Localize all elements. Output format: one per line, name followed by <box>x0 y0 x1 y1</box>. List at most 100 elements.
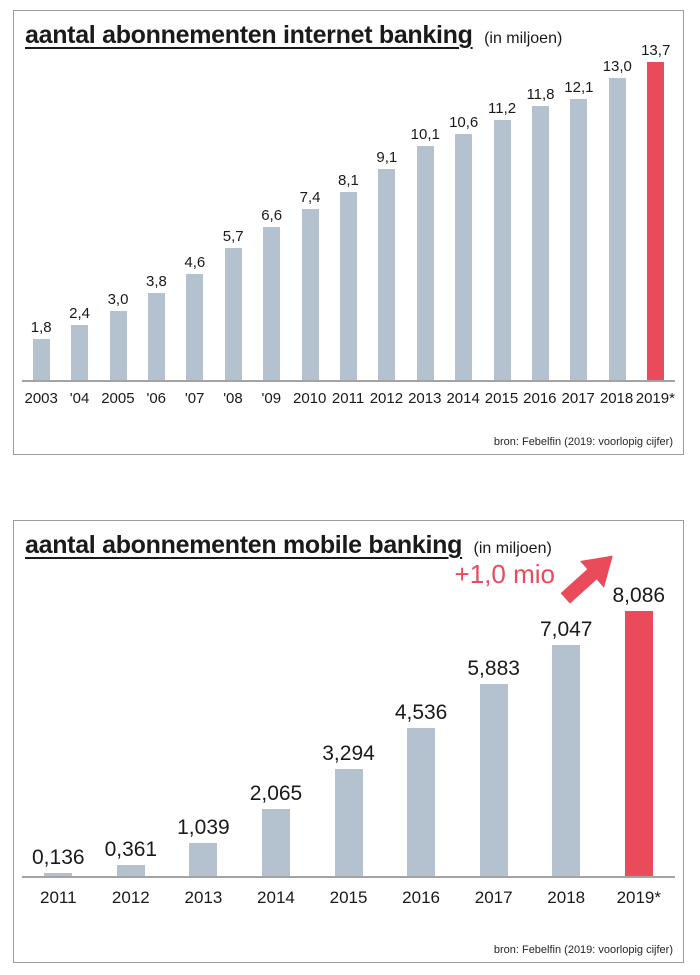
bar-value-label: 11,2 <box>488 100 517 117</box>
bar <box>44 873 73 877</box>
x-axis-label: 2017 <box>474 888 513 907</box>
bar-value-label: 8,086 <box>612 584 666 607</box>
bar <box>147 293 165 381</box>
chart-title-note: (in miljoen) <box>473 540 552 557</box>
internet-banking-bars: 1,8 2,4 3,0 3,8 4,6 5,7 6,6 7,4 8,1 9,1 10,1 10,6 11… <box>22 41 675 381</box>
bar-column: 1,039 <box>167 581 240 877</box>
bar <box>608 78 626 381</box>
bar-value-label: 12,1 <box>564 79 594 96</box>
bar <box>116 865 145 877</box>
bar <box>263 227 281 381</box>
bar-value-label: 9,1 <box>376 149 398 166</box>
bar-value-label: 5,7 <box>222 228 244 245</box>
mobile-banking-chart-panel: aantal abonnementen mobile banking (in m… <box>13 520 684 963</box>
bar <box>455 134 473 381</box>
chart-title-row: aantal abonnementen mobile banking (in m… <box>25 531 552 560</box>
x-axis-label: 2018 <box>547 888 586 907</box>
x-axis-line <box>22 876 675 878</box>
x-axis-label: 2003 <box>24 390 58 407</box>
bar-column: 13,0 <box>598 41 636 381</box>
x-axis-label: 2017 <box>561 390 595 407</box>
internet-banking-chart-panel: aantal abonnementen internet banking (in… <box>13 10 684 455</box>
bar-column: 7,047 <box>530 581 603 877</box>
bar <box>71 325 89 381</box>
bar <box>261 809 290 877</box>
bar-value-label: 7,047 <box>539 618 593 641</box>
x-axis-label: 2019* <box>616 888 661 907</box>
x-axis-label: '08 <box>223 390 243 407</box>
chart-title: aantal abonnementen mobile banking <box>25 531 463 559</box>
bar-value-label: 2,4 <box>69 305 91 322</box>
bar-value-label: 13,7 <box>641 42 671 59</box>
bar-column: 2,065 <box>240 581 313 877</box>
bar <box>570 99 588 381</box>
bar <box>334 769 363 877</box>
x-axis-label: 2014 <box>446 390 480 407</box>
bar-column: 6,6 <box>252 41 290 381</box>
bar-column: 11,8 <box>521 41 559 381</box>
bar-column: 4,6 <box>176 41 214 381</box>
chart-title-note: (in miljoen) <box>484 30 563 47</box>
bar-highlighted <box>647 62 665 381</box>
bar-column: 5,883 <box>457 581 530 877</box>
bar <box>189 843 218 877</box>
bar-value-label: 4,6 <box>184 254 206 271</box>
bar-value-label: 6,6 <box>261 207 283 224</box>
chart-title-row: aantal abonnementen internet banking (in… <box>25 21 562 50</box>
bar <box>339 192 357 381</box>
bar-column: 4,536 <box>385 581 458 877</box>
x-axis-label: '07 <box>184 390 205 407</box>
bar <box>224 248 242 381</box>
x-axis-label: 2011 <box>331 390 365 407</box>
bar <box>32 339 50 381</box>
bar-column: 12,1 <box>560 41 598 381</box>
bar <box>552 645 581 877</box>
bar <box>109 311 127 381</box>
bar <box>378 169 396 381</box>
bar-column: 3,8 <box>137 41 175 381</box>
x-axis-label: 2014 <box>257 888 295 907</box>
x-axis-label: 2010 <box>293 390 327 407</box>
bar <box>186 274 204 381</box>
bar-value-label: 8,1 <box>338 172 359 189</box>
x-axis-label: 2016 <box>523 390 557 407</box>
bar-value-label: 5,883 <box>467 657 520 680</box>
bar-column: 7,4 <box>291 41 329 381</box>
source-note: bron: Febelfin (2019: voorlopig cijfer) <box>493 944 673 956</box>
bar-value-label: 4,536 <box>394 701 448 724</box>
bar-column: 9,1 <box>368 41 406 381</box>
bar-column: 13,7 <box>637 41 675 381</box>
bar-column: 3,0 <box>99 41 137 381</box>
bar <box>301 209 319 381</box>
bar-value-label: 3,0 <box>107 291 129 308</box>
bar-column: 10,1 <box>406 41 444 381</box>
x-axis-label: 2012 <box>111 888 150 907</box>
bar-column: 10,6 <box>444 41 482 381</box>
x-axis-labels: 2003'04 2005'06'07'08'09 2010 2011 2012 2013 2… <box>22 390 675 407</box>
bar <box>493 120 511 381</box>
x-axis-label: '09 <box>261 390 282 407</box>
bar-value-label: 10,6 <box>449 114 479 131</box>
chart-title: aantal abonnementen internet banking <box>25 21 473 49</box>
bar-column: 1,8 <box>22 41 60 381</box>
bar-column: 3,294 <box>312 581 385 877</box>
bar-column: 0,136 <box>22 581 95 877</box>
bar-value-label: 7,4 <box>299 189 321 206</box>
x-axis-labels: 2011 2012 2013 2014 2015 2016 2017 2018 2019* <box>22 888 675 908</box>
x-axis-label: 2019* <box>635 390 675 407</box>
bar-value-label: 11,8 <box>526 86 555 103</box>
bar <box>531 106 549 381</box>
x-axis-label: '04 <box>69 390 90 407</box>
mobile-banking-bars: 0,136 0,361 1,039 2,065 3,294 4,536 5,883 7,047… <box>22 581 675 877</box>
x-axis-label: 2015 <box>484 390 519 407</box>
bar-column: 8,1 <box>329 41 367 381</box>
bar-value-label: 3,8 <box>145 273 167 290</box>
bar-value-label: 1,8 <box>30 319 52 336</box>
bar <box>479 684 508 877</box>
bar-highlighted <box>624 611 653 877</box>
bar-value-label: 3,294 <box>322 742 375 765</box>
x-axis-line <box>22 380 675 382</box>
bar-value-label: 0,136 <box>32 846 85 869</box>
bar-column: 0,361 <box>95 581 168 877</box>
